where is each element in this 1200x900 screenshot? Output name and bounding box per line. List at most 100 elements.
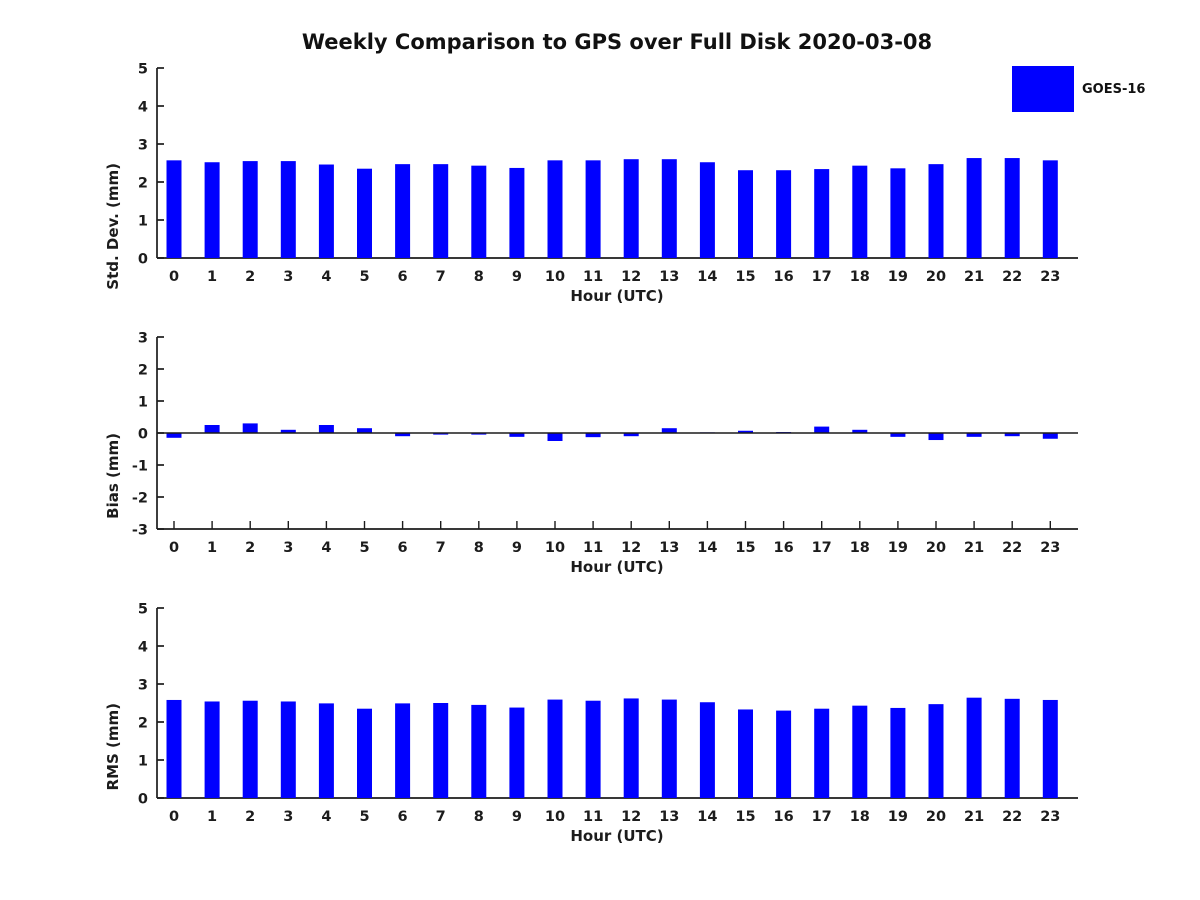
x-tick-label: 5: [359, 269, 369, 285]
bar-hour-6: [395, 164, 411, 258]
bar-hour-1: [204, 701, 220, 798]
bar-hour-18: [852, 705, 868, 798]
bar-hour-13: [661, 699, 677, 798]
bar-hour-5: [357, 428, 372, 433]
bar-hour-9: [509, 433, 525, 437]
x-tick-label: 12: [621, 809, 641, 825]
x-tick-label: 10: [545, 809, 565, 825]
bar-hour-15: [738, 709, 753, 798]
x-tick-label: 3: [283, 269, 293, 285]
x-tick-label: 15: [735, 269, 755, 285]
x-tick-label: 17: [812, 809, 832, 825]
bar-hour-23: [1042, 160, 1058, 258]
x-tick-label: 7: [436, 269, 446, 285]
x-tick-label: 0: [169, 809, 179, 825]
x-tick-label: 17: [812, 269, 832, 285]
x-tick-label: 12: [621, 269, 641, 285]
x-tick-label: 23: [1040, 269, 1060, 285]
bar-hour-7: [433, 433, 449, 435]
x-tick-label: 14: [697, 269, 717, 285]
legend-swatch-goes16: [1012, 66, 1074, 112]
bar-hour-14: [699, 702, 715, 798]
x-tick-label: 0: [169, 540, 179, 556]
x-tick-label: 4: [321, 540, 331, 556]
bar-hour-11: [585, 433, 601, 438]
x-tick-label: 10: [545, 540, 565, 556]
bar-hour-17: [814, 708, 830, 798]
x-tick-label: 23: [1040, 809, 1060, 825]
y-tick-label: 3: [138, 138, 148, 154]
legend-label: GOES-16: [1082, 81, 1146, 97]
bar-hour-6: [395, 433, 411, 437]
bar-hour-21: [966, 158, 982, 258]
bar-hour-13: [661, 428, 677, 433]
bar-hour-8: [471, 433, 487, 435]
bar-hour-14: [699, 162, 715, 258]
x-tick-label: 1: [207, 269, 217, 285]
x-tick-label: 11: [583, 540, 603, 556]
y-tick-label: 2: [138, 176, 148, 192]
x-tick-label: 4: [321, 269, 331, 285]
bar-hour-9: [509, 167, 525, 258]
bar-hour-1: [204, 425, 220, 433]
legend: GOES-16: [1012, 66, 1145, 112]
bar-hour-17: [814, 426, 830, 433]
bar-hour-20: [928, 164, 944, 258]
x-tick-label: 19: [888, 540, 908, 556]
bar-hour-21: [966, 697, 982, 798]
x-tick-label: 10: [545, 269, 565, 285]
bar-hour-20: [928, 433, 944, 441]
x-tick-label: 20: [926, 269, 946, 285]
x-tick-label: 23: [1040, 540, 1060, 556]
x-tick-label: 14: [697, 540, 717, 556]
x-axis-label-bottom: Hour (UTC): [570, 827, 664, 845]
x-tick-label: 11: [583, 269, 603, 285]
chart-title: Weekly Comparison to GPS over Full Disk …: [301, 30, 933, 54]
x-tick-label: 21: [964, 540, 984, 556]
x-tick-label: 12: [621, 540, 641, 556]
bar-hour-22: [1004, 433, 1020, 437]
x-tick-label: 2: [245, 809, 255, 825]
y-tick-label: 0: [138, 427, 148, 443]
x-tick-label: 20: [926, 809, 946, 825]
x-tick-label: 21: [964, 809, 984, 825]
bar-hour-22: [1004, 158, 1020, 258]
bar-hour-0: [166, 433, 182, 438]
x-tick-label: 5: [359, 809, 369, 825]
bar-hour-3: [280, 701, 296, 798]
bar-hour-10: [547, 699, 563, 798]
x-tick-label: 5: [359, 540, 369, 556]
bar-hour-6: [395, 703, 411, 798]
x-tick-label: 7: [436, 540, 446, 556]
bar-hour-7: [433, 703, 449, 798]
bar-hour-5: [357, 168, 372, 258]
bar-hour-12: [623, 433, 639, 437]
bar-hour-23: [1042, 699, 1058, 798]
bar-hour-1: [204, 162, 220, 258]
x-tick-label: 8: [474, 540, 484, 556]
y-tick-label: 4: [138, 640, 148, 656]
x-tick-label: 16: [774, 540, 794, 556]
x-axis-label-top: Hour (UTC): [570, 287, 664, 305]
x-tick-label: 8: [474, 809, 484, 825]
x-tick-label: 2: [245, 269, 255, 285]
x-tick-label: 13: [659, 540, 679, 556]
x-tick-label: 15: [735, 540, 755, 556]
bar-hour-2: [242, 700, 258, 798]
x-tick-label: 4: [321, 809, 331, 825]
bar-hour-21: [966, 433, 982, 437]
x-tick-label: 0: [169, 269, 179, 285]
y-tick-label: -2: [132, 491, 148, 507]
x-tick-label: 11: [583, 809, 603, 825]
x-tick-label: 22: [1002, 269, 1022, 285]
y-tick-label: 5: [138, 62, 148, 78]
x-tick-label: 6: [398, 269, 408, 285]
bar-hour-18: [852, 429, 868, 433]
bar-hour-4: [318, 164, 334, 258]
bar-hour-18: [852, 165, 868, 258]
x-tick-label: 22: [1002, 540, 1022, 556]
x-tick-label: 16: [774, 809, 794, 825]
